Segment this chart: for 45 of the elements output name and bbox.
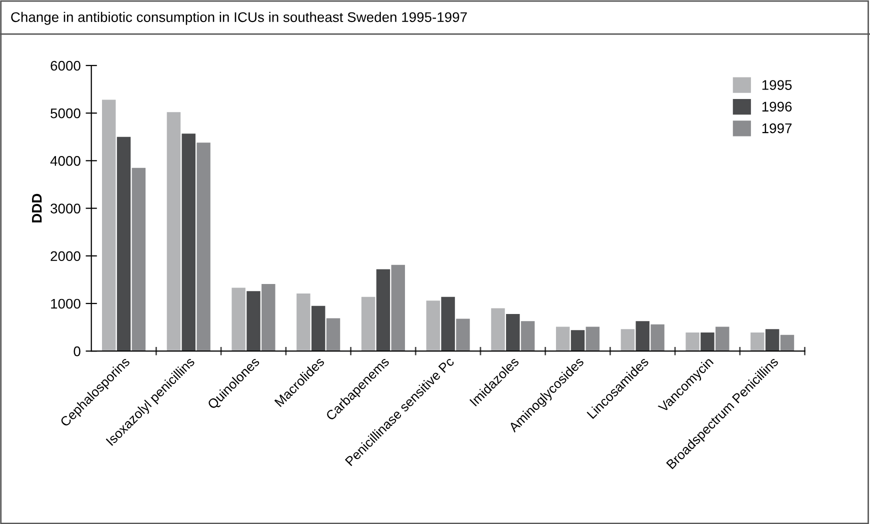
bar (716, 326, 730, 352)
bar (456, 318, 470, 352)
bar (326, 318, 340, 352)
y-tick-label: 0 (74, 346, 80, 356)
bar (441, 296, 455, 352)
legend-label: 1997 (762, 123, 792, 134)
y-axis-title: DDD (32, 194, 42, 222)
bar (391, 264, 405, 352)
legend-label: 1995 (762, 80, 792, 90)
bar (262, 284, 276, 352)
bar (102, 100, 116, 352)
legend-label: 1996 (762, 102, 792, 112)
bar (116, 136, 131, 352)
bar (636, 321, 650, 352)
bar (650, 324, 664, 352)
chart-title: Change in antibiotic consumption in ICUs in southeast Sweden 1995-1997 (11, 12, 467, 25)
bar (232, 288, 246, 352)
y-tick-label: 1000 (51, 298, 80, 309)
y-tick-label: 4000 (50, 156, 80, 166)
bar (506, 314, 520, 352)
y-tick-label: 5000 (50, 108, 80, 118)
bar (426, 300, 440, 352)
bar (750, 332, 764, 352)
bar (132, 168, 146, 352)
y-tick-label: 2000 (50, 251, 80, 262)
bar (376, 269, 390, 352)
bar (520, 321, 535, 352)
y-tick-label: 3000 (50, 204, 80, 214)
bar (556, 326, 570, 352)
bar (570, 330, 585, 352)
bar (196, 142, 210, 352)
bar (182, 134, 196, 352)
bar (620, 329, 635, 352)
bar (700, 332, 714, 352)
bar (780, 334, 794, 352)
y-tick-label: 6000 (50, 60, 80, 71)
bar (311, 306, 326, 352)
bar (765, 329, 780, 352)
bar (686, 332, 700, 352)
bar (586, 326, 600, 352)
bar (491, 308, 505, 352)
bar (296, 293, 310, 352)
bar (361, 296, 376, 352)
bar (166, 112, 181, 352)
bar (246, 291, 260, 352)
